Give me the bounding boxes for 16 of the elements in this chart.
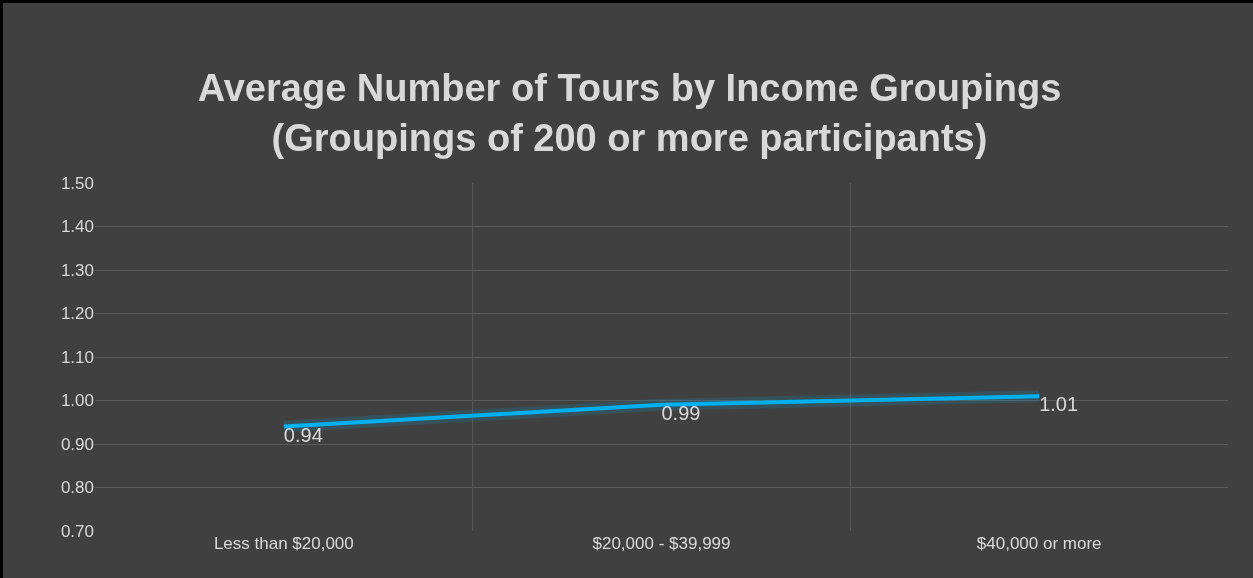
data-label: 0.99: [661, 401, 701, 424]
y-tick-label: 0.90: [60, 434, 94, 454]
y-tick-label: 0.80: [60, 478, 94, 498]
data-label: 0.94: [283, 423, 323, 446]
y-tick-label: 1.20: [60, 304, 94, 324]
x-tick-label: $40,000 or more: [976, 534, 1102, 553]
x-tick-label: Less than $20,000: [213, 534, 354, 553]
y-tick-label: 1.40: [60, 217, 94, 237]
x-tick-label: $20,000 - $39,999: [592, 534, 731, 553]
y-tick-label: 1.10: [60, 347, 94, 367]
chart-title: Average Number of Tours by Income Groupings (Groupings of 200 or more participants): [197, 67, 1062, 159]
y-tick-label: 0.70: [60, 521, 94, 541]
y-tick-label: 1.30: [60, 260, 94, 280]
y-tick-label: 1.50: [60, 173, 94, 193]
y-tick-label: 1.00: [60, 391, 94, 411]
data-label: 1.01: [1039, 393, 1079, 416]
